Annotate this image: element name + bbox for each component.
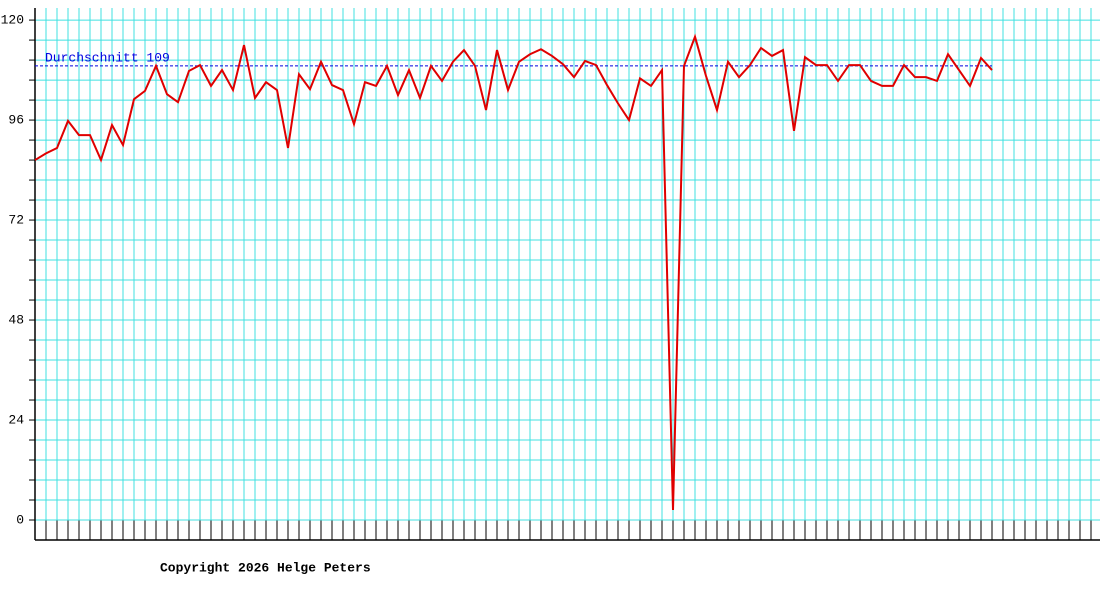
y-tick-label: 96 xyxy=(8,113,24,128)
footer: Copyright 2026 Helge Peters xyxy=(160,560,371,575)
y-tick-label: 0 xyxy=(16,512,24,527)
average-label: Durchschnitt 109 xyxy=(45,50,170,65)
y-tick-label: 120 xyxy=(1,13,24,28)
y-tick-label: 24 xyxy=(8,412,24,427)
data-line xyxy=(34,33,993,511)
y-tick-label: 48 xyxy=(8,312,24,327)
y-tick-label: 72 xyxy=(8,212,24,227)
